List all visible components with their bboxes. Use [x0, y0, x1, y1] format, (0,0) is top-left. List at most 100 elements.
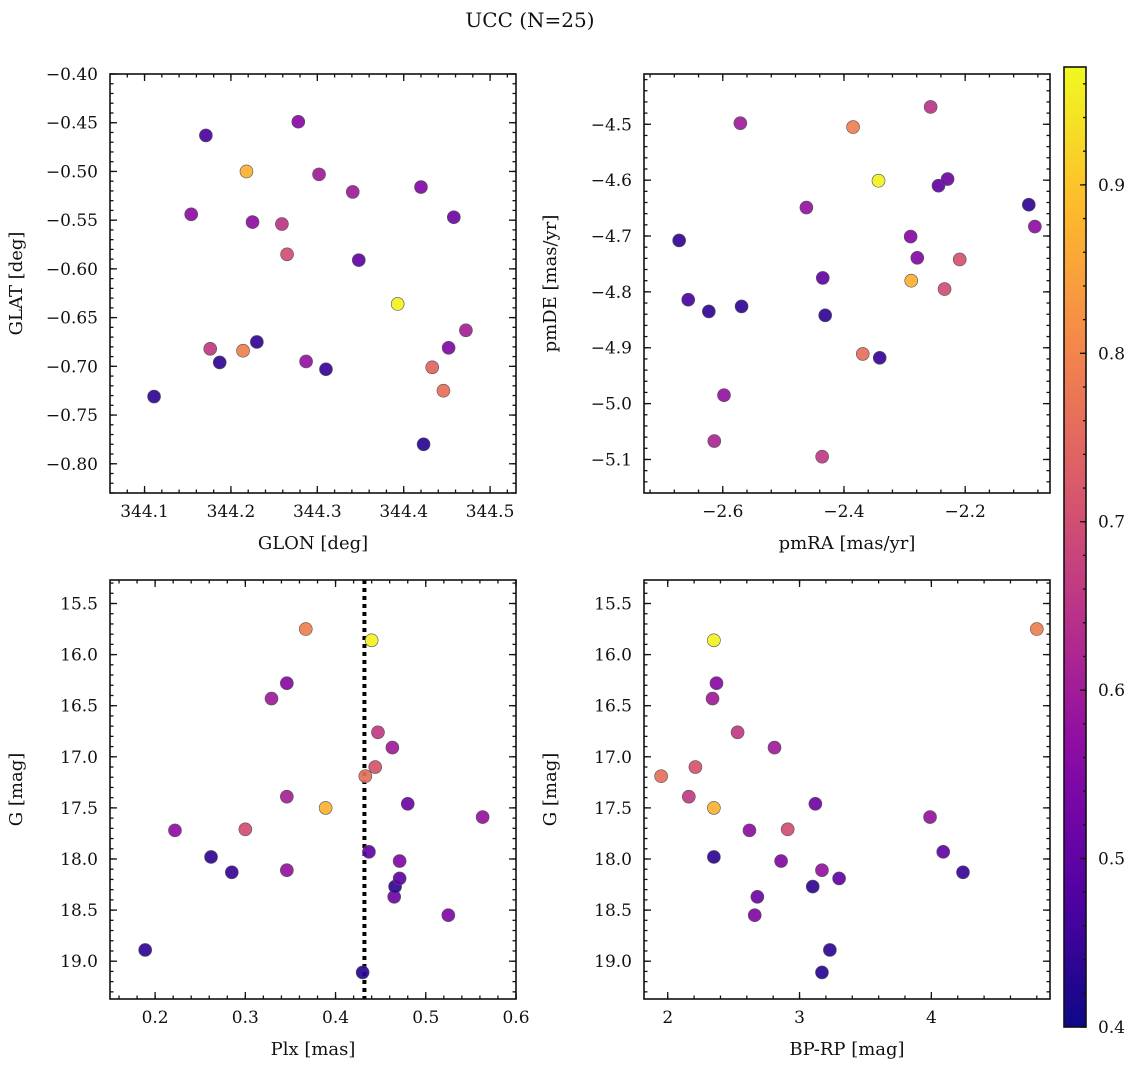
colorbar-tick-label: 0.4 [1098, 1018, 1125, 1038]
plot-frame [643, 579, 1051, 1000]
y-tick-label: −0.40 [46, 65, 98, 85]
data-point [475, 810, 490, 824]
data-point [823, 943, 837, 957]
colorbar-frame [1063, 66, 1087, 1028]
data-point [298, 622, 313, 636]
y-tick-label: −0.70 [46, 357, 98, 377]
data-point [808, 797, 823, 811]
data-point [203, 341, 218, 356]
y-tick-label: −4.7 [591, 227, 632, 247]
x-tick-label: 0.3 [232, 1008, 259, 1028]
data-point [1021, 197, 1036, 212]
data-point [815, 965, 829, 980]
y-tick-label: 18.0 [60, 850, 98, 870]
data-point [212, 355, 227, 370]
data-point [937, 282, 952, 296]
y-tick-label: −0.50 [46, 162, 98, 182]
data-point [832, 871, 846, 886]
panel-color-magnitude: 2 3 4 15.5 16.0 16.5 17.0 17.5 18.0 18.5 19.0 BP-RP… [540, 579, 1051, 1060]
data-point [1030, 622, 1044, 636]
data-point [291, 114, 306, 129]
y-axis-label: G [mag] [6, 753, 27, 826]
data-point [923, 100, 938, 114]
y-tick-label: 18.0 [594, 850, 632, 870]
data-point [264, 691, 279, 706]
data-point [734, 299, 749, 314]
data-point [436, 383, 451, 398]
data-point [280, 863, 294, 878]
x-axis-label: Plx [mas] [271, 1039, 356, 1060]
data-point [459, 323, 473, 338]
y-tick-label: 16.5 [594, 697, 632, 717]
x-tick-label: −2.4 [823, 502, 864, 522]
data-point [702, 304, 716, 319]
y-tick-label: 16.0 [594, 646, 632, 666]
data-point [351, 253, 366, 267]
y-tick-label: 15.5 [60, 595, 98, 615]
data-point [447, 210, 461, 225]
data-point [815, 863, 829, 878]
data-point [225, 865, 239, 880]
data-point [818, 308, 832, 323]
panel-parallax-magnitude: 0.2 0.3 0.4 0.5 0.6 15.5 16.0 16.5 17.0 17.5 18.0 1… [6, 579, 530, 1060]
y-tick-label: 16.5 [60, 697, 98, 717]
data-point [805, 879, 820, 894]
y-axis-label: G [mag] [540, 753, 561, 826]
data-point [707, 801, 721, 815]
y-tick-label: −0.45 [46, 114, 98, 134]
y-tick-label: −0.80 [46, 455, 98, 475]
data-point [672, 233, 686, 248]
x-axis-label: BP-RP [mag] [789, 1039, 904, 1060]
data-point [923, 810, 937, 824]
colorbar: 0.4 0.5 0.6 0.7 0.8 0.9 [1063, 66, 1125, 1038]
data-point [392, 871, 407, 886]
x-tick-label: 0.6 [502, 1008, 529, 1028]
data-point [138, 943, 152, 957]
y-axis-label: pmDE [mas/yr] [540, 215, 561, 353]
data-point [707, 434, 722, 448]
data-point [956, 865, 970, 880]
data-point [815, 449, 829, 464]
x-tick-label: 344.5 [466, 502, 515, 522]
data-point [368, 760, 383, 774]
y-tick-label: −5.0 [591, 395, 632, 415]
data-point [952, 252, 967, 267]
data-point [730, 725, 745, 740]
data-point [705, 691, 720, 706]
x-tick-label: 0.2 [142, 1008, 169, 1028]
data-point [904, 273, 919, 288]
y-tick-label: 16.0 [60, 646, 98, 666]
data-point [345, 185, 360, 199]
y-tick-label: 19.0 [594, 952, 632, 972]
plot-frame [643, 73, 1051, 494]
y-tick-label: −0.60 [46, 260, 98, 280]
data-point [312, 167, 326, 182]
data-point [903, 229, 918, 244]
data-point [204, 850, 218, 864]
figure-title: UCC (N=25) [465, 8, 594, 32]
y-tick-label: −4.6 [591, 171, 632, 191]
x-tick-label: 344.4 [379, 502, 428, 522]
data-point [362, 845, 376, 859]
x-tick-label: 3 [794, 1008, 805, 1028]
data-point [709, 676, 724, 691]
data-point [767, 740, 782, 755]
plot-frame [109, 579, 517, 1000]
data-point [318, 801, 333, 815]
colorbar-tick-label: 0.5 [1098, 850, 1125, 870]
data-point [275, 217, 289, 231]
data-point [940, 172, 955, 186]
y-tick-label: 17.5 [60, 799, 98, 819]
data-point [717, 388, 731, 403]
data-point [319, 362, 333, 377]
colorbar-tick-label: 0.9 [1098, 176, 1125, 196]
data-point [707, 850, 721, 864]
panel-glon-glat: 344.1 344.2 344.3 344.4 344.5 −0.40 −0.45 −0.50… [6, 65, 517, 554]
data-point [238, 822, 253, 837]
y-tick-label: 17.0 [594, 748, 632, 768]
x-axis-label: pmRA [mas/yr] [779, 533, 916, 554]
data-point [416, 437, 431, 452]
colorbar-tick-label: 0.7 [1098, 513, 1125, 533]
data-point [780, 822, 795, 837]
